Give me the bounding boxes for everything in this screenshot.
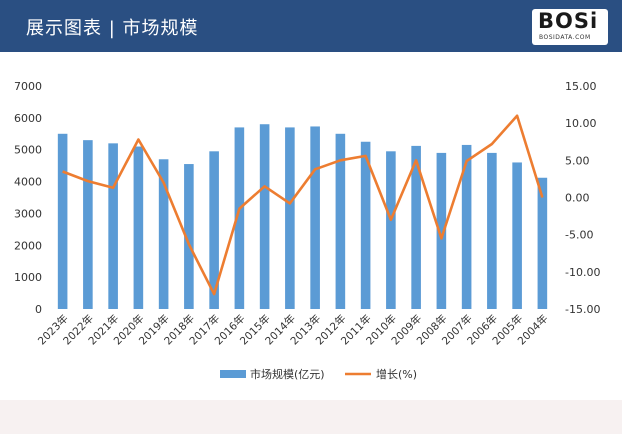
combo-chart: 0 1000 2000 3000 4000 5000 6000 7000 -15.00 -10.… [14,80,600,381]
brand-logo: BOSi BOSIDATA.COM [532,9,608,45]
bar [386,151,396,309]
bar [184,164,194,309]
bar [133,146,144,309]
bar [461,144,472,309]
footer-band [0,400,622,434]
right-tick-label: 15.00 [565,80,597,93]
right-tick-label: -15.00 [565,303,600,316]
bar [360,141,371,309]
bar [209,151,219,309]
bar [310,126,320,309]
bar [285,127,295,310]
page-title: 展示图表 | 市场规模 [26,18,199,39]
right-tick-label: 5.00 [565,154,590,167]
right-tick-label: -5.00 [565,229,593,242]
bar [436,152,447,309]
legend: 市场规模(亿元) 增长(%) [220,367,417,381]
bar [108,143,118,309]
left-tick-label: 7000 [14,80,42,93]
left-tick-label: 2000 [14,239,42,252]
left-tick-label: 5000 [14,144,42,157]
right-tick-label: 10.00 [565,117,597,130]
legend-bar-swatch [220,370,246,378]
legend-line-label: 增长(%) [376,367,417,381]
bar [335,133,346,309]
legend-bar-label: 市场规模(亿元) [250,367,325,381]
growth-line [62,114,544,296]
bar [57,133,68,309]
line-series [62,114,544,296]
logo-wordmark: BOSi [538,9,599,33]
bar [411,145,421,309]
right-tick-label: -10.00 [565,266,600,279]
header-bar: 展示图表 | 市场规模 BOSi BOSIDATA.COM [0,0,622,52]
bar [512,162,522,309]
bar [537,177,548,309]
left-tick-label: 6000 [14,112,42,125]
bar [259,124,270,309]
left-tick-label: 4000 [14,176,42,189]
bar [83,140,93,309]
right-tick-label: 0.00 [565,192,590,205]
bar-series [57,124,548,310]
right-axis: -15.00 -10.00 -5.00 0.00 5.00 10.00 15.00 [565,80,600,316]
chart-container: 0 1000 2000 3000 4000 5000 6000 7000 -15.00 -10.… [0,52,622,400]
left-axis: 0 1000 2000 3000 4000 5000 6000 7000 [14,80,42,316]
x-axis: 2023年2022年2021年2020年2019年2018年2017年2016年… [35,312,550,348]
left-tick-label: 0 [35,303,42,316]
bar [234,127,245,310]
bar [487,152,497,309]
left-tick-label: 1000 [14,271,42,284]
left-tick-label: 3000 [14,207,42,220]
bar [158,159,169,309]
logo-tagline: BOSIDATA.COM [539,34,591,41]
